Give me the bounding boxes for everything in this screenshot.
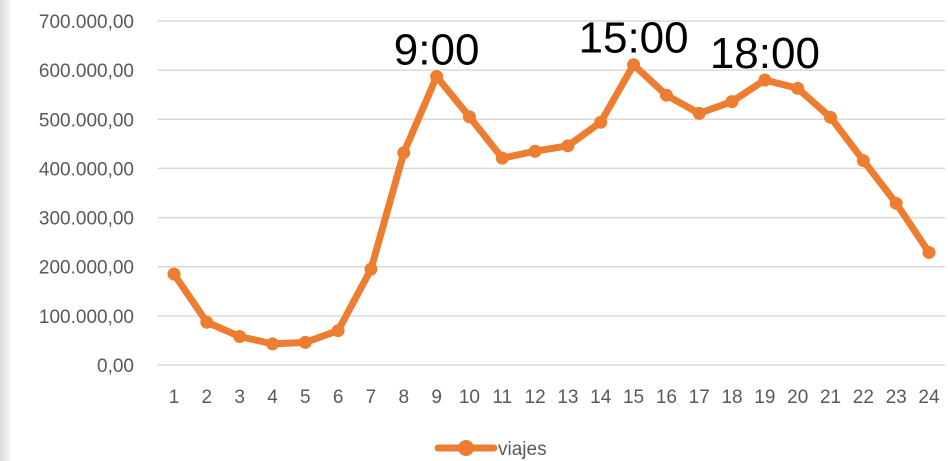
data-point [659, 88, 673, 102]
data-point [233, 329, 247, 343]
x-tick-label: 22 [853, 387, 874, 408]
data-point [364, 262, 378, 276]
y-tick-label: 700.000,00 [39, 12, 134, 33]
x-tick-label: 24 [918, 387, 940, 408]
y-tick-label: 200.000,00 [39, 258, 134, 279]
legend-label: viajes [498, 439, 547, 460]
data-point [265, 337, 279, 351]
data-point [528, 144, 542, 158]
data-point [561, 139, 575, 153]
x-tick-label: 15 [623, 387, 644, 408]
x-tick-label: 4 [267, 387, 278, 408]
data-point [725, 95, 739, 109]
data-point [495, 151, 509, 165]
y-tick-label: 0,00 [97, 356, 134, 377]
data-point [462, 110, 476, 124]
x-tick-label: 23 [886, 387, 907, 408]
x-tick-label: 19 [754, 387, 775, 408]
peak-annotation: 9:00 [394, 26, 480, 75]
x-tick-label: 14 [590, 387, 612, 408]
peak-annotation: 15:00 [579, 14, 689, 63]
data-point [200, 315, 214, 329]
data-point [298, 335, 312, 349]
y-tick-label: 300.000,00 [39, 209, 134, 230]
series-line [170, 61, 933, 348]
data-point [889, 196, 903, 210]
data-point [331, 324, 345, 338]
x-tick-label: 17 [689, 387, 710, 408]
data-point [922, 245, 936, 259]
x-tick-label: 5 [300, 387, 311, 408]
left-edge-strip [0, 0, 12, 461]
x-tick-label: 7 [366, 387, 377, 408]
y-tick-label: 500.000,00 [39, 110, 134, 131]
y-tick-label: 100.000,00 [39, 307, 134, 328]
x-tick-label: 9 [431, 387, 442, 408]
data-point [692, 106, 706, 120]
x-tick-label: 1 [169, 387, 180, 408]
x-tick-label: 10 [459, 387, 480, 408]
data-point [856, 154, 870, 168]
x-tick-label: 11 [492, 387, 512, 408]
x-tick-label: 3 [234, 387, 245, 408]
x-tick-label: 20 [787, 387, 808, 408]
data-point [627, 58, 641, 72]
x-tick-label: 2 [202, 387, 213, 408]
x-tick-label: 18 [721, 387, 742, 408]
data-point [430, 70, 444, 84]
data-point [791, 81, 805, 95]
x-tick-label: 21 [820, 387, 841, 408]
peak-annotation: 18:00 [710, 29, 820, 78]
x-tick-label: 13 [557, 387, 578, 408]
y-tick-label: 400.000,00 [39, 159, 134, 180]
legend-marker [458, 440, 474, 456]
x-tick-label: 12 [525, 387, 546, 408]
x-tick-label: 8 [398, 387, 409, 408]
y-tick-label: 600.000,00 [39, 61, 134, 82]
data-point [824, 110, 838, 124]
data-point [167, 267, 181, 281]
x-tick-label: 6 [333, 387, 344, 408]
data-point [397, 146, 411, 160]
data-point [758, 73, 772, 87]
data-point [594, 115, 608, 129]
x-tick-label: 16 [656, 387, 677, 408]
